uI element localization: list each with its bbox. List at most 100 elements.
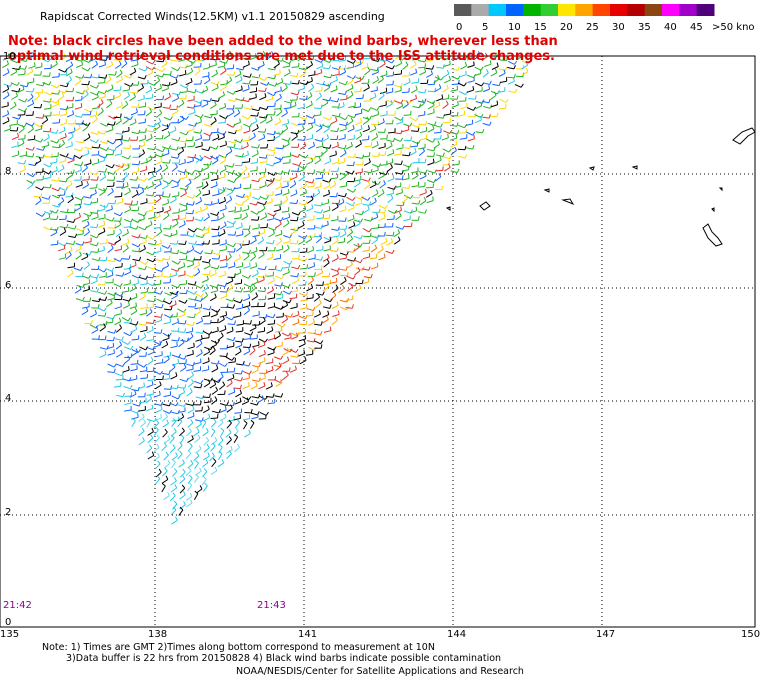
- lon-label-144: 144: [447, 629, 467, 640]
- wind-barb: [387, 197, 394, 204]
- wind-barb: [259, 107, 267, 111]
- wind-barb: [210, 290, 218, 294]
- wind-barb-flag: [192, 194, 196, 199]
- wind-barb-flag: [310, 195, 314, 200]
- wind-barb-flag: [263, 228, 266, 233]
- wind-barb: [275, 97, 282, 102]
- wind-barb-flag: [326, 283, 330, 288]
- wind-barb: [91, 216, 99, 220]
- wind-barb: [169, 447, 176, 454]
- wind-barb-flag: [32, 180, 36, 185]
- wind-barb: [114, 167, 121, 173]
- wind-barb-flag: [297, 143, 300, 148]
- wind-barb: [105, 268, 113, 272]
- wind-barb-flag: [302, 237, 305, 242]
- wind-barb: [386, 241, 393, 246]
- wind-barb-flag: [192, 209, 195, 214]
- wind-barb: [385, 59, 393, 64]
- wind-barb-flag: [160, 157, 163, 162]
- wind-barb-flag: [179, 450, 183, 455]
- wind-barb: [106, 316, 114, 320]
- wind-barb-flag: [480, 113, 484, 118]
- wind-barb-flag: [16, 126, 19, 132]
- wind-barb: [322, 306, 330, 309]
- wind-barb-flag: [288, 299, 292, 304]
- wind-barb-flag: [311, 157, 314, 162]
- wind-barb: [291, 82, 299, 85]
- wind-barb-flag: [40, 124, 43, 129]
- wind-barb: [492, 83, 500, 87]
- wind-barb-flag: [310, 123, 314, 128]
- wind-barb-flag: [220, 372, 224, 377]
- wind-barb: [314, 323, 322, 326]
- wind-barb-flag: [391, 249, 395, 254]
- wind-barb: [163, 388, 171, 390]
- wind-barb-flag: [273, 92, 277, 96]
- wind-barb: [314, 159, 321, 165]
- wind-barb: [345, 299, 353, 301]
- wind-barb: [209, 455, 215, 462]
- wind-barb: [449, 137, 457, 141]
- wind-barb-flag: [111, 125, 114, 130]
- wind-barb-swath: [1, 50, 531, 525]
- wind-barb: [146, 329, 154, 334]
- wind-barb-flag: [88, 80, 90, 85]
- wind-barb-flag: [381, 189, 385, 194]
- wind-barb-flag: [222, 91, 225, 96]
- wind-barb: [386, 162, 394, 165]
- wind-barb: [337, 194, 345, 198]
- wind-barb: [201, 89, 208, 94]
- wind-barb: [131, 338, 139, 341]
- wind-barb: [257, 398, 264, 404]
- wind-barb: [289, 183, 297, 189]
- wind-barb: [188, 298, 196, 301]
- wind-barb: [187, 99, 195, 102]
- wind-barb: [58, 248, 65, 252]
- wind-barb-flag: [336, 247, 339, 252]
- wind-barb-flag: [31, 99, 35, 104]
- wind-barb: [146, 71, 154, 77]
- wind-barb-flag: [313, 338, 316, 343]
- wind-barb: [379, 164, 387, 166]
- wind-barb: [156, 298, 164, 303]
- wind-barb-flag: [122, 362, 126, 367]
- wind-barb: [121, 340, 129, 345]
- wind-barb: [234, 57, 242, 62]
- wind-barb: [196, 244, 204, 246]
- wind-barb-flag: [206, 163, 209, 168]
- wind-barb-flag: [328, 168, 331, 173]
- wind-barb: [417, 91, 425, 94]
- wind-barb: [59, 180, 67, 183]
- wind-barb: [466, 89, 474, 93]
- wind-barb: [146, 339, 154, 342]
- wind-barb: [452, 163, 460, 166]
- wind-barb: [180, 339, 188, 342]
- wind-barb: [267, 133, 275, 136]
- wind-barb-flag: [285, 315, 289, 320]
- wind-barb-flag: [410, 136, 412, 141]
- wind-barb: [242, 82, 250, 85]
- wind-barb-flag: [165, 340, 169, 345]
- wind-barb: [362, 281, 370, 285]
- wind-barb-flag: [352, 124, 355, 129]
- wind-barb: [186, 264, 194, 268]
- wind-barb: [251, 153, 259, 158]
- wind-barb: [147, 454, 155, 460]
- wind-barb: [194, 311, 201, 317]
- wind-barb-flag: [328, 64, 331, 69]
- wind-barb-flag: [252, 346, 256, 351]
- wind-barb-flag: [24, 65, 27, 70]
- wind-barb-flag: [80, 166, 82, 171]
- wind-barb-flag: [248, 362, 251, 367]
- wind-barb: [418, 123, 426, 126]
- wind-barb-flag: [258, 363, 261, 368]
- wind-barb: [323, 248, 331, 252]
- wind-barb-flag: [357, 243, 361, 248]
- wind-barb: [298, 176, 305, 182]
- wind-barb-flag: [25, 57, 29, 62]
- wind-barb-flag: [136, 189, 139, 194]
- wind-barb-flag: [248, 294, 251, 299]
- wind-barb: [107, 371, 115, 373]
- wind-barb: [107, 352, 115, 356]
- wind-barb: [361, 66, 369, 70]
